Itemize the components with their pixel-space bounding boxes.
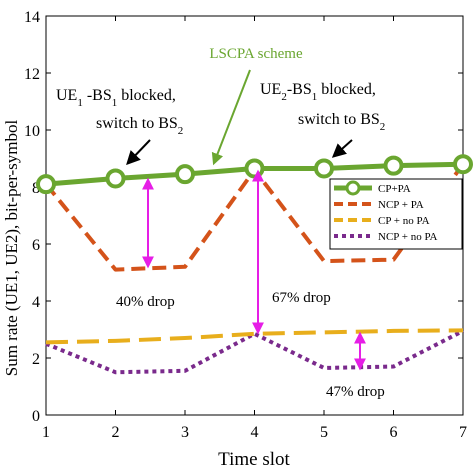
series-line-ncp-no-pa (45, 329, 464, 375)
legend-label: NCP + PA (378, 199, 424, 211)
data-point (36, 174, 56, 195)
drop-label-47: 47% drop (326, 384, 385, 400)
x-axis-label: Time slot (218, 449, 290, 470)
drop-label-40: 40% drop (116, 294, 175, 310)
data-point (453, 154, 473, 175)
legend-label: CP + no PA (378, 215, 430, 227)
blocked1-text-line1: UE1 -BS1 blocked, (56, 87, 176, 109)
blocked1-text-line2: switch to BS2 (96, 115, 183, 137)
legend-marker (345, 180, 361, 196)
y-tick-label: 6 (32, 237, 40, 254)
y-tick-label: 8 (32, 180, 40, 197)
y-tick-label: 0 (32, 408, 40, 425)
y-tick-label: 4 (32, 294, 40, 311)
y-tick-label: 12 (24, 66, 40, 83)
x-tick-label: 3 (181, 424, 189, 441)
x-tick-label: 4 (251, 424, 259, 441)
legend: CP+PA NCP + PA CP + no PA NCP + no PA (329, 178, 463, 250)
x-tick-label: 1 (42, 424, 50, 441)
blocked2-arrow (331, 139, 353, 158)
x-tick-label: 2 (112, 424, 120, 441)
data-point (105, 168, 126, 189)
legend-label: NCP + no PA (378, 231, 438, 243)
data-point (383, 155, 404, 176)
data-point (244, 158, 265, 179)
drop-label-67: 67% drop (272, 290, 331, 306)
x-tick-label: 7 (459, 424, 467, 441)
y-tick-label: 14 (24, 9, 40, 26)
x-tick-label: 6 (390, 424, 398, 441)
blocked2-text-line2: switch to BS2 (298, 111, 385, 133)
data-point (175, 164, 195, 185)
y-axis-label: Sum rate (UE1, UE2), bit-per-symbol (2, 119, 21, 376)
scheme-arrow (211, 69, 251, 166)
data-point (314, 158, 334, 179)
y-tick-label: 10 (24, 123, 40, 140)
x-axis: 1 2 3 4 5 6 7 (42, 16, 467, 441)
scheme-label: LSCPA scheme (209, 46, 303, 62)
blocked1-arrow (126, 139, 151, 166)
series-line-cp-no-pa (45, 328, 464, 345)
x-tick-label: 5 (320, 424, 328, 441)
blocked2-text-line1: UE2-BS1 blocked, (260, 81, 376, 103)
legend-label: CP+PA (378, 183, 411, 195)
y-tick-label: 2 (32, 351, 40, 368)
